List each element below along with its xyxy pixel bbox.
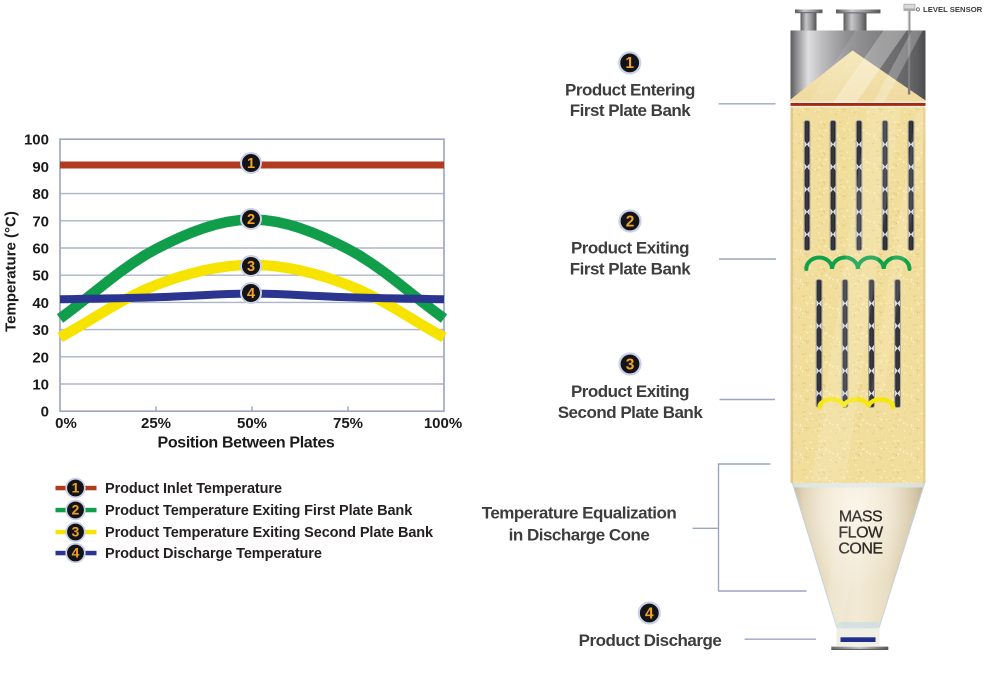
svg-text:30: 30 — [32, 322, 49, 339]
svg-text:Product Exiting: Product Exiting — [571, 382, 689, 401]
svg-text:2: 2 — [72, 503, 80, 518]
svg-text:80: 80 — [32, 186, 49, 203]
svg-text:Position Between Plates: Position Between Plates — [158, 435, 335, 452]
svg-text:CONE: CONE — [838, 541, 882, 558]
svg-text:1: 1 — [625, 55, 634, 72]
svg-text:MASS: MASS — [839, 509, 882, 526]
svg-text:Product Inlet Temperature: Product Inlet Temperature — [105, 481, 282, 497]
svg-text:50: 50 — [32, 268, 49, 285]
svg-text:3: 3 — [72, 525, 80, 540]
svg-text:2: 2 — [626, 213, 635, 230]
svg-text:50%: 50% — [237, 415, 267, 432]
svg-text:Product Discharge Temperature: Product Discharge Temperature — [105, 546, 322, 562]
svg-text:1: 1 — [72, 481, 80, 496]
svg-text:0%: 0% — [55, 415, 77, 432]
svg-text:FLOW: FLOW — [838, 525, 884, 542]
svg-text:4: 4 — [247, 286, 255, 302]
svg-text:4: 4 — [72, 546, 80, 561]
svg-text:Second Plate Bank: Second Plate Bank — [558, 403, 704, 422]
svg-text:LEVEL SENSOR: LEVEL SENSOR — [923, 5, 983, 14]
svg-text:20: 20 — [32, 349, 49, 366]
svg-text:3: 3 — [247, 259, 255, 275]
svg-text:40: 40 — [32, 295, 49, 312]
svg-text:First Plate Bank: First Plate Bank — [570, 101, 692, 120]
svg-text:3: 3 — [626, 356, 635, 373]
svg-text:2: 2 — [247, 212, 255, 228]
svg-text:100%: 100% — [424, 415, 462, 432]
svg-text:Product Temperature Exiting Se: Product Temperature Exiting Second Plate… — [105, 525, 434, 541]
svg-text:Temperature (°C): Temperature (°C) — [3, 211, 20, 332]
svg-text:10: 10 — [32, 377, 49, 394]
svg-text:0: 0 — [41, 404, 49, 421]
svg-text:1: 1 — [247, 156, 255, 172]
svg-text:Product Discharge: Product Discharge — [579, 631, 722, 650]
svg-text:Product Entering: Product Entering — [565, 80, 695, 99]
svg-text:Product Temperature Exiting Fi: Product Temperature Exiting First Plate … — [105, 503, 413, 519]
svg-text:First Plate Bank: First Plate Bank — [570, 259, 692, 278]
svg-text:70: 70 — [32, 213, 49, 230]
svg-text:60: 60 — [32, 241, 49, 258]
svg-text:Product Exiting: Product Exiting — [571, 238, 689, 257]
svg-text:4: 4 — [645, 605, 654, 622]
svg-text:25%: 25% — [141, 415, 171, 432]
svg-text:75%: 75% — [333, 415, 363, 432]
svg-text:in Discharge Cone: in Discharge Cone — [509, 525, 650, 544]
svg-text:100: 100 — [24, 132, 49, 149]
svg-text:Temperature Equalization: Temperature Equalization — [482, 503, 677, 522]
svg-text:90: 90 — [32, 159, 49, 176]
